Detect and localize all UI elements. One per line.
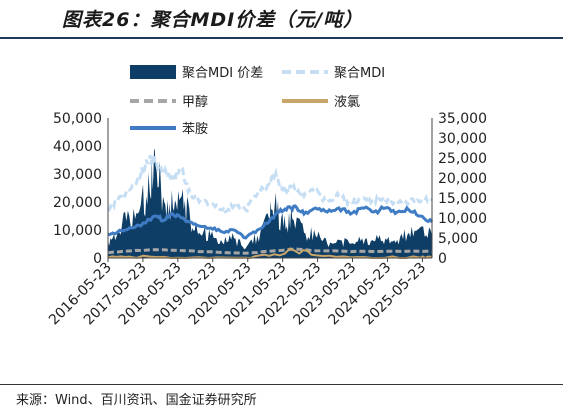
y-left-tick-label: 50,000 (53, 111, 102, 127)
legend-swatch-spread (130, 65, 176, 79)
legend-label: 聚合MDI (334, 66, 385, 81)
y-right-tick-label: 0 (438, 251, 447, 267)
y-left-tick-label: 20,000 (53, 195, 102, 211)
title-divider (0, 37, 563, 39)
plot-area (107, 148, 434, 260)
y-right-tick-label: 20,000 (438, 171, 487, 187)
y-right-tick-label: 30,000 (438, 131, 487, 147)
series-chlorine-line (107, 247, 433, 260)
source-note: 来源：Wind、百川资讯、国金证券研究所 (16, 393, 257, 408)
y-right-tick-label: 10,000 (438, 211, 487, 227)
source-divider (0, 384, 563, 385)
legend-label: 苯胺 (182, 122, 208, 137)
legend-label: 甲醇 (182, 94, 208, 110)
y-right-tick-label: 5,000 (438, 231, 478, 247)
chart-svg: 0 10,000 20,000 30,000 40,000 50,000 0 5,000 10,… (46, 65, 487, 328)
series-mdi-line (107, 154, 433, 214)
y-right-tick-label: 25,000 (438, 151, 487, 167)
legend-label: 聚合MDI 价差 (182, 66, 263, 81)
y-left-tick-label: 30,000 (53, 167, 102, 183)
chart-title: 图表26：聚合MDI价差（元/吨） (62, 9, 364, 31)
y-left-tick-label: 10,000 (53, 223, 102, 239)
series-aniline-line (107, 204, 434, 240)
y-right-tick-label: 15,000 (438, 191, 487, 207)
legend-label: 液氯 (334, 95, 360, 110)
y-right-tick-label: 35,000 (438, 111, 487, 127)
series-methanol-line (107, 247, 433, 255)
y-left-tick-label: 0 (93, 251, 102, 267)
series-spread-area (108, 148, 432, 258)
y-left-tick-label: 40,000 (53, 139, 102, 155)
